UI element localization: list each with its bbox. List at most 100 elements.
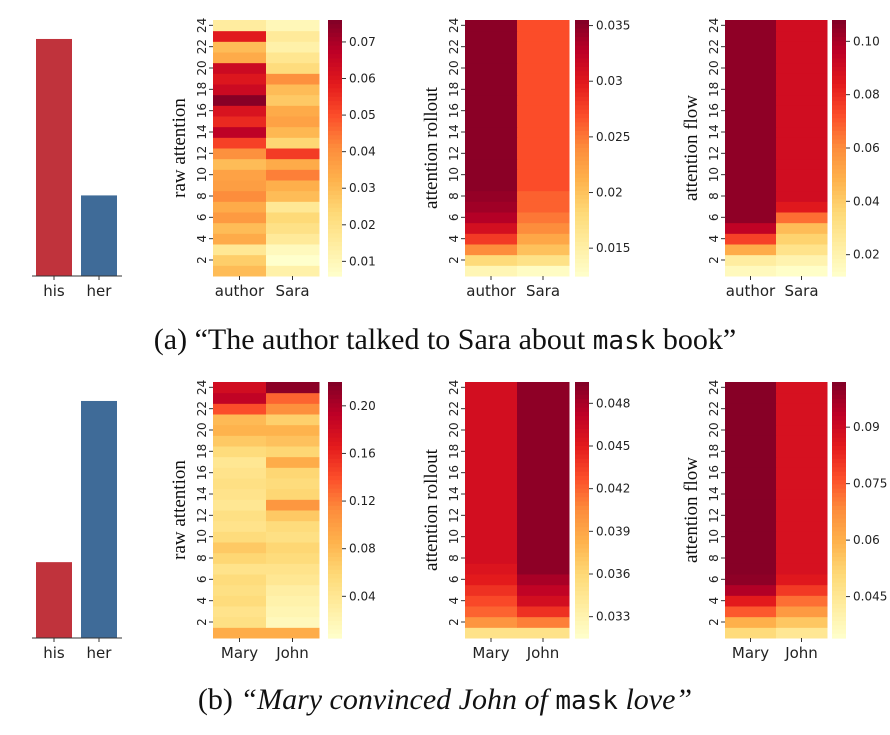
colorbar-tick-label: 0.045 bbox=[596, 439, 630, 453]
colorbar-segment bbox=[328, 446, 342, 451]
colorbar-segment bbox=[575, 237, 589, 243]
heat-cell bbox=[725, 616, 777, 628]
colorbar-segment bbox=[832, 569, 846, 575]
heat-cell bbox=[776, 137, 828, 149]
heat-cell bbox=[517, 510, 570, 522]
colorbar-segment bbox=[328, 475, 342, 481]
heat-cell bbox=[776, 94, 828, 106]
colorbar-segment bbox=[328, 416, 342, 421]
colorbar-segment bbox=[832, 96, 846, 102]
colorbar-segment bbox=[575, 450, 589, 456]
colorbar-segment bbox=[328, 433, 342, 439]
colorbar-segment bbox=[832, 471, 846, 477]
heat-cell bbox=[517, 424, 570, 436]
colorbar-segment bbox=[832, 539, 846, 545]
heat-cell bbox=[776, 84, 828, 96]
y-tick-label: 8 bbox=[195, 192, 209, 200]
colorbar-segment bbox=[575, 488, 589, 494]
heat-cell bbox=[776, 478, 828, 490]
heat-cell bbox=[517, 52, 570, 64]
colorbar-segment bbox=[832, 130, 846, 136]
colorbar-segment bbox=[832, 41, 846, 47]
colorbar-segment bbox=[832, 24, 846, 30]
y-tick-label: 4 bbox=[707, 597, 721, 605]
colorbar-tick-label: 0.03 bbox=[349, 181, 376, 195]
colorbar-segment bbox=[328, 629, 342, 635]
colorbar-segment bbox=[328, 582, 342, 588]
colorbar-segment bbox=[575, 616, 589, 622]
caption-b-label: (b) bbox=[197, 683, 241, 716]
colorbar-segment bbox=[575, 471, 589, 477]
colorbar-segment bbox=[328, 263, 342, 269]
colorbar-segment bbox=[575, 224, 589, 230]
y-tick-label: 14 bbox=[447, 124, 461, 139]
colorbar-segment bbox=[575, 578, 589, 584]
colorbar-segment bbox=[575, 122, 589, 128]
heat-cell bbox=[266, 222, 320, 234]
colorbar-segment bbox=[575, 467, 589, 473]
colorbar-segment bbox=[575, 586, 589, 592]
y-tick-label: 4 bbox=[447, 597, 461, 605]
heat-cell bbox=[266, 574, 320, 586]
colorbar-segment bbox=[328, 233, 342, 239]
heat-cell bbox=[725, 510, 777, 522]
y-tick-label: 2 bbox=[707, 618, 721, 626]
colorbar-tick-label: 0.042 bbox=[596, 482, 630, 496]
y-axis-label: raw attention bbox=[169, 98, 190, 198]
heat-cell bbox=[213, 424, 267, 436]
y-tick-label: 12 bbox=[707, 508, 721, 523]
colorbar-segment bbox=[832, 186, 846, 192]
colorbar-segment bbox=[575, 463, 589, 468]
heat-cell bbox=[776, 403, 828, 415]
colorbar-segment bbox=[328, 522, 342, 528]
y-tick-label: 12 bbox=[447, 146, 461, 161]
y-tick-label: 14 bbox=[195, 124, 209, 139]
colorbar-segment bbox=[575, 143, 589, 149]
colorbar-segment bbox=[575, 475, 589, 481]
heat-cell bbox=[517, 30, 570, 42]
heat-cell bbox=[465, 212, 518, 224]
colorbar-segment bbox=[328, 152, 342, 158]
heat-cell bbox=[213, 73, 267, 85]
colorbar-segment bbox=[832, 263, 846, 269]
colorbar-segment bbox=[575, 241, 589, 247]
heat-cell bbox=[725, 499, 777, 511]
heat-cell bbox=[725, 30, 777, 42]
chart-0: his her bbox=[32, 38, 122, 300]
heat-cell bbox=[465, 531, 518, 543]
colorbar-segment bbox=[575, 105, 589, 111]
colorbar-tick-label: 0.02 bbox=[596, 186, 623, 200]
heat-cell bbox=[266, 446, 320, 458]
colorbar-segment bbox=[328, 441, 342, 447]
colorbar-segment bbox=[328, 599, 342, 605]
colorbar-segment bbox=[832, 271, 846, 277]
heat-cell bbox=[517, 94, 570, 106]
colorbar-segment bbox=[328, 608, 342, 613]
colorbar-segment bbox=[328, 480, 342, 485]
colorbar-segment bbox=[328, 71, 342, 77]
colorbar-tick-label: 0.02 bbox=[349, 218, 376, 232]
heat-cell bbox=[213, 30, 267, 42]
colorbar-segment bbox=[328, 139, 342, 145]
colorbar-tick-label: 0.039 bbox=[596, 524, 630, 538]
heat-cell bbox=[266, 382, 320, 394]
colorbar-segment bbox=[328, 126, 342, 132]
colorbar-segment bbox=[328, 258, 342, 264]
colorbar-segment bbox=[832, 37, 846, 42]
x-tick-label: her bbox=[87, 644, 113, 662]
colorbar-segment bbox=[328, 616, 342, 622]
colorbar-segment bbox=[832, 224, 846, 230]
x-tick-label: Mary bbox=[732, 644, 769, 662]
colorbar-tick-label: 0.12 bbox=[349, 494, 376, 508]
caption-a-suffix: book” bbox=[655, 323, 737, 356]
heat-cell bbox=[725, 382, 777, 394]
colorbar-segment bbox=[575, 79, 589, 85]
heat-cell bbox=[776, 574, 828, 586]
heat-cell bbox=[266, 435, 320, 447]
colorbar-segment bbox=[575, 403, 589, 409]
x-tick-label: author bbox=[466, 282, 516, 300]
heat-cell bbox=[776, 499, 828, 511]
heat-cell bbox=[213, 62, 267, 74]
heat-cell bbox=[517, 244, 570, 256]
x-tick-label: Mary bbox=[221, 644, 258, 662]
